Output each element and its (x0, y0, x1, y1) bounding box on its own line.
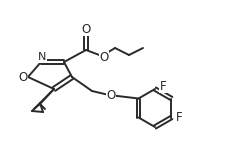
Text: O: O (106, 89, 116, 102)
Text: N: N (38, 52, 46, 62)
Text: O: O (18, 70, 28, 83)
Text: O: O (99, 50, 109, 63)
Text: F: F (160, 79, 166, 92)
Text: F: F (176, 111, 183, 124)
Text: O: O (81, 22, 91, 36)
